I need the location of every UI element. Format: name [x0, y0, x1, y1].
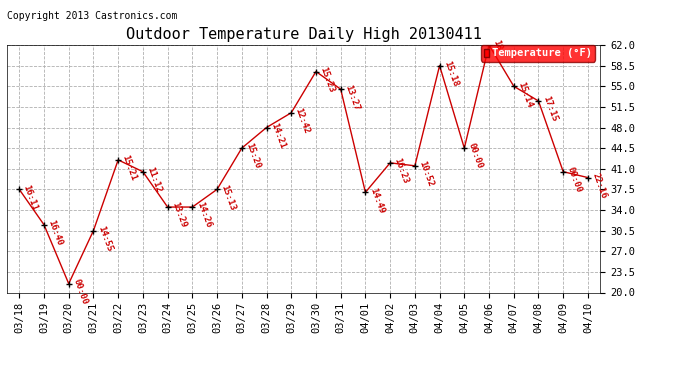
Text: 18: 18: [491, 39, 504, 52]
Text: 16:40: 16:40: [46, 219, 64, 247]
Text: 12:42: 12:42: [294, 107, 311, 135]
Text: 14:55: 14:55: [96, 225, 114, 253]
Text: 15:13: 15:13: [219, 183, 237, 211]
Text: 22:16: 22:16: [591, 172, 608, 200]
Text: 16:11: 16:11: [22, 183, 39, 211]
Text: Copyright 2013 Castronics.com: Copyright 2013 Castronics.com: [7, 11, 177, 21]
Text: 15:18: 15:18: [442, 60, 460, 88]
Legend: Temperature (°F): Temperature (°F): [480, 45, 595, 62]
Text: 00:00: 00:00: [566, 166, 583, 194]
Text: 14:21: 14:21: [269, 122, 286, 150]
Text: 11:12: 11:12: [146, 166, 163, 194]
Text: 15:21: 15:21: [121, 154, 138, 182]
Text: 15:14: 15:14: [516, 80, 534, 108]
Text: 16:23: 16:23: [393, 157, 411, 185]
Text: 15:23: 15:23: [318, 66, 336, 94]
Text: 17:15: 17:15: [541, 95, 559, 123]
Text: 13:29: 13:29: [170, 201, 188, 229]
Title: Outdoor Temperature Daily High 20130411: Outdoor Temperature Daily High 20130411: [126, 27, 482, 42]
Text: 14:26: 14:26: [195, 201, 213, 229]
Text: 00:00: 00:00: [71, 278, 89, 306]
Text: 00:00: 00:00: [466, 142, 484, 170]
Text: 14:49: 14:49: [368, 186, 386, 214]
Text: 13:27: 13:27: [343, 83, 361, 111]
Text: 10:52: 10:52: [417, 160, 435, 188]
Text: 15:20: 15:20: [244, 142, 262, 170]
